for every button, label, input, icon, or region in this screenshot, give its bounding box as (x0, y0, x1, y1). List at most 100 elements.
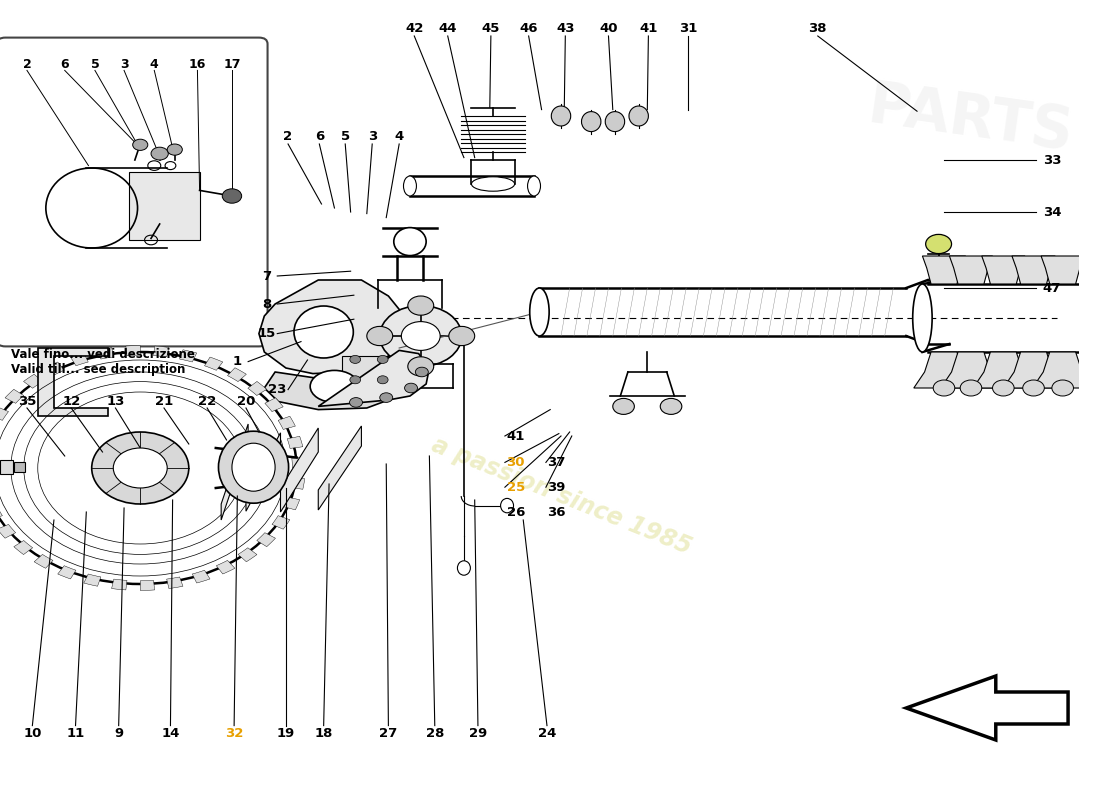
Ellipse shape (605, 111, 625, 131)
Text: 31: 31 (679, 22, 697, 34)
FancyBboxPatch shape (0, 38, 267, 346)
Polygon shape (1012, 256, 1055, 284)
Polygon shape (1003, 352, 1064, 388)
Wedge shape (125, 346, 141, 356)
Text: 6: 6 (60, 58, 69, 70)
Polygon shape (940, 352, 1001, 388)
Circle shape (151, 147, 168, 160)
Circle shape (408, 357, 433, 376)
Text: 35: 35 (18, 395, 36, 408)
Ellipse shape (629, 106, 648, 126)
Ellipse shape (232, 443, 275, 491)
Circle shape (377, 355, 388, 363)
Ellipse shape (404, 176, 417, 196)
Circle shape (91, 432, 189, 504)
Circle shape (660, 398, 682, 414)
Circle shape (379, 306, 462, 366)
Bar (0, 460, 13, 474)
Circle shape (933, 380, 955, 396)
Text: 7: 7 (262, 270, 271, 282)
Bar (14, 462, 25, 472)
Text: 14: 14 (162, 727, 179, 740)
Text: 21: 21 (155, 395, 173, 408)
FancyBboxPatch shape (130, 172, 199, 240)
Text: a passion since 1985: a passion since 1985 (428, 433, 694, 559)
Text: 46: 46 (519, 22, 538, 34)
Circle shape (1023, 380, 1044, 396)
Wedge shape (272, 516, 290, 530)
Wedge shape (192, 570, 210, 583)
Text: 23: 23 (268, 383, 286, 396)
Circle shape (366, 326, 393, 346)
Ellipse shape (528, 176, 540, 196)
Wedge shape (0, 506, 2, 520)
Text: 39: 39 (548, 481, 565, 494)
Text: 9: 9 (114, 727, 123, 740)
Polygon shape (318, 350, 429, 406)
Text: 22: 22 (198, 395, 217, 408)
Polygon shape (923, 256, 966, 284)
Wedge shape (57, 566, 76, 579)
Circle shape (350, 355, 361, 363)
Circle shape (402, 322, 440, 350)
Wedge shape (0, 407, 9, 420)
Polygon shape (258, 280, 405, 374)
Polygon shape (280, 428, 318, 512)
Wedge shape (228, 368, 246, 382)
Ellipse shape (551, 106, 571, 126)
Wedge shape (84, 574, 101, 586)
Wedge shape (205, 357, 223, 370)
Polygon shape (246, 433, 280, 511)
Polygon shape (1041, 256, 1085, 284)
Circle shape (167, 144, 183, 155)
Text: 34: 34 (1043, 206, 1062, 218)
Circle shape (350, 376, 361, 384)
Ellipse shape (294, 306, 353, 358)
Wedge shape (0, 525, 15, 538)
Text: Vale fino... vedi descrizione
Valid till... see description: Vale fino... vedi descrizione Valid till… (11, 348, 195, 376)
Text: 41: 41 (639, 22, 658, 34)
Text: 47: 47 (1043, 282, 1062, 294)
Wedge shape (167, 577, 183, 589)
Wedge shape (217, 561, 235, 574)
Polygon shape (37, 348, 108, 416)
Text: 45: 45 (482, 22, 500, 34)
Wedge shape (292, 458, 306, 468)
Circle shape (449, 326, 475, 346)
Polygon shape (221, 424, 249, 520)
Polygon shape (264, 356, 399, 410)
Wedge shape (179, 350, 197, 362)
Text: 27: 27 (379, 727, 397, 740)
Text: 30: 30 (506, 456, 525, 469)
Wedge shape (265, 398, 283, 412)
Polygon shape (949, 256, 992, 284)
Polygon shape (318, 426, 362, 510)
Text: 15: 15 (257, 327, 276, 340)
Wedge shape (256, 533, 275, 546)
Text: 13: 13 (107, 395, 124, 408)
Text: 25: 25 (507, 481, 525, 494)
Ellipse shape (394, 227, 426, 256)
Ellipse shape (472, 177, 515, 191)
Ellipse shape (310, 370, 359, 402)
Wedge shape (6, 390, 24, 403)
Circle shape (1052, 380, 1074, 396)
Circle shape (926, 234, 952, 254)
Text: 2: 2 (284, 130, 293, 142)
Text: PARTS: PARTS (865, 78, 1077, 162)
Ellipse shape (913, 284, 932, 352)
Circle shape (379, 393, 393, 402)
Text: 19: 19 (277, 727, 295, 740)
Text: 20: 20 (236, 395, 255, 408)
Text: 33: 33 (1043, 154, 1062, 166)
Wedge shape (45, 362, 64, 375)
Text: 29: 29 (469, 727, 487, 740)
Text: 11: 11 (66, 727, 85, 740)
Text: 41: 41 (506, 430, 525, 442)
Text: 32: 32 (224, 727, 243, 740)
Circle shape (222, 189, 242, 203)
Text: 2: 2 (23, 58, 31, 70)
Circle shape (992, 380, 1014, 396)
Polygon shape (982, 256, 1025, 284)
Polygon shape (906, 676, 1068, 740)
